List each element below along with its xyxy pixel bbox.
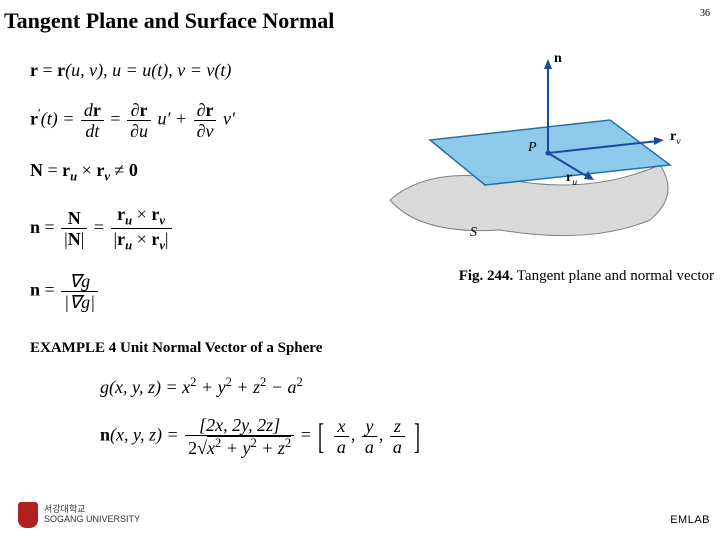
figure-caption: Fig. 244. Tangent plane and normal vecto… xyxy=(459,268,714,285)
label-n: n xyxy=(554,51,562,67)
example-equations: g(x, y, z) = x2 + y2 + z2 − a2 n(x, y, z… xyxy=(100,375,620,475)
label-rv: rv xyxy=(670,129,681,147)
example-eq-g: g(x, y, z) = x2 + y2 + z2 − a2 xyxy=(100,375,620,398)
university-logo: 서강대학교 SOGANG UNIVERSITY xyxy=(18,502,140,528)
lab-label: EMLAB xyxy=(670,514,710,526)
equations-block: r = r(u, v), u = u(t), v = v(t) r′(t) = … xyxy=(30,60,330,331)
equation-1: r = r(u, v), u = u(t), v = v(t) xyxy=(30,60,330,81)
equation-5: n = ∇g |∇g| xyxy=(30,272,330,311)
equation-2: r′(t) = drdt = ∂r∂u u′ + ∂r∂v v′ xyxy=(30,101,330,140)
label-p: P xyxy=(528,140,537,156)
shield-icon xyxy=(18,502,38,528)
tangent-plane-diagram: n P rv ru S xyxy=(370,45,700,255)
slide-title: Tangent Plane and Surface Normal xyxy=(4,8,334,34)
example-eq-n: n(x, y, z) = [2x, 2y, 2z] 2√x2 + y2 + z2… xyxy=(100,416,620,457)
label-ru: ru xyxy=(566,170,577,188)
equation-4: n = N |N| = ru × rv |ru × rv| xyxy=(30,205,330,252)
label-s: S xyxy=(470,225,477,241)
equation-3: N = ru × rv ≠ 0 xyxy=(30,160,330,185)
logo-text: 서강대학교 SOGANG UNIVERSITY xyxy=(44,505,140,525)
page-number: 36 xyxy=(700,8,710,19)
example-heading: EXAMPLE 4 Unit Normal Vector of a Sphere xyxy=(30,340,322,357)
